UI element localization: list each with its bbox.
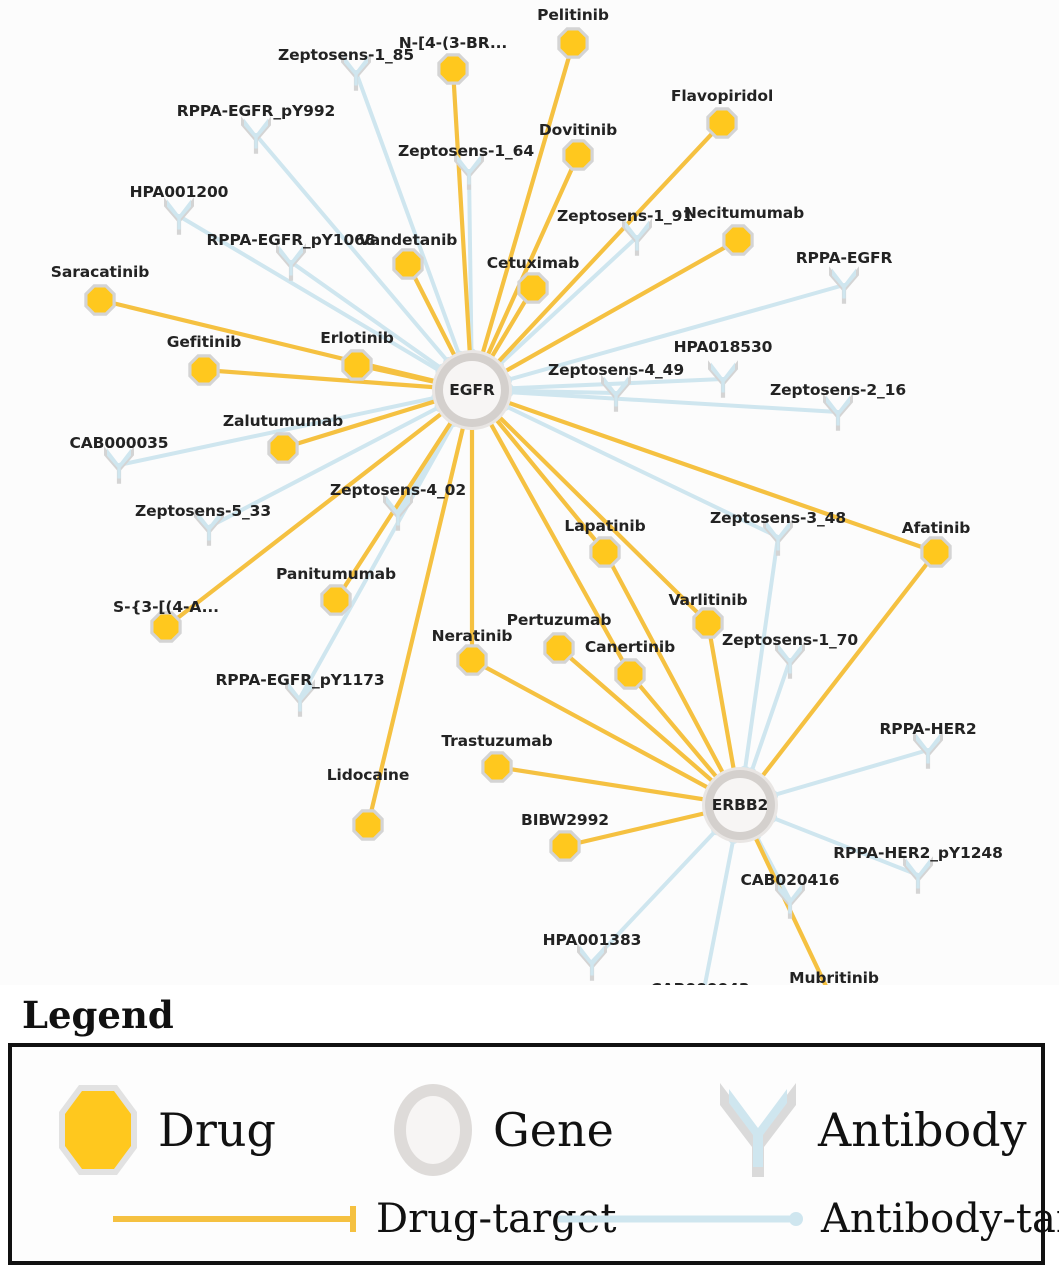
drug-node[interactable]: [344, 352, 370, 378]
drug-nodes: [84, 27, 952, 862]
legend-box: Drug Gene Antibody Drug-target: [8, 1043, 1059, 1265]
drug-node[interactable]: [923, 539, 949, 565]
antibody-node[interactable]: [906, 858, 930, 889]
antibody-nodes: [104, 53, 943, 981]
legend-label-gene: Gene: [493, 1103, 614, 1157]
drug-node[interactable]: [191, 357, 217, 383]
legend-node-antibody: Antibody: [712, 1075, 1027, 1185]
legend-label-drug: Drug: [158, 1103, 276, 1157]
drug-target-edge: [494, 764, 743, 808]
antibody-target-edge: [470, 283, 846, 392]
antibody-node[interactable]: [625, 220, 649, 251]
legend-edge-drug-target: Drug-target: [107, 1199, 616, 1239]
gene-node-center: [443, 361, 501, 419]
legend-label-antibody-target: Antibody-target: [821, 1196, 1059, 1242]
network-canvas[interactable]: Zeptosens-1_85 RPPA-EGFR_pY992 Zeptosens-1…: [0, 0, 1059, 985]
drug-node[interactable]: [459, 647, 485, 673]
drug-target-edge: [469, 657, 743, 808]
antibody-node[interactable]: [778, 883, 802, 914]
drug-node[interactable]: [270, 435, 296, 461]
drug-node[interactable]: [617, 661, 643, 687]
drug-node[interactable]: [725, 227, 751, 253]
antibody-node[interactable]: [826, 395, 850, 426]
legend-edge-antibody-target: Antibody-target: [552, 1199, 1059, 1239]
antibody-target-edge: [354, 70, 474, 392]
drug-target-edge: [469, 387, 711, 626]
drug-node[interactable]: [355, 812, 381, 838]
legend: Legend Drug Gene Antibody: [0, 985, 1059, 1280]
drug-target-edge: [163, 387, 475, 630]
drug-target-edge: [737, 549, 939, 808]
drug-target-edge: [469, 40, 576, 393]
drug-target-edge-icon: [113, 1206, 356, 1232]
gene-nodes: [432, 350, 778, 843]
drug-node[interactable]: [565, 142, 591, 168]
gene-node-center: [713, 778, 767, 832]
drug-target-edge: [469, 120, 725, 393]
antibody-node[interactable]: [288, 681, 312, 712]
drug-node[interactable]: [560, 30, 586, 56]
drug-target-edge: [556, 645, 743, 808]
antibody-target-edge: [177, 214, 474, 392]
drug-target-edge: [469, 387, 939, 555]
drug-node[interactable]: [592, 539, 618, 565]
antibody-node[interactable]: [344, 55, 368, 86]
network-svg: [84, 27, 952, 985]
antibody-target-edge: [254, 133, 474, 392]
chevron-icon: [720, 1083, 796, 1177]
drug-node[interactable]: [552, 833, 578, 859]
legend-node-drug: Drug: [52, 1075, 276, 1185]
drug-target-edge: [365, 387, 475, 828]
antibody-node[interactable]: [832, 268, 856, 299]
antibody-target-edge: [207, 388, 474, 529]
antibody-target-edge: [470, 388, 780, 539]
antibody-node[interactable]: [580, 945, 604, 976]
antibody-node[interactable]: [197, 510, 221, 541]
antibody-node[interactable]: [386, 495, 410, 526]
antibody-target-edge: [738, 535, 780, 807]
drug-node[interactable]: [520, 275, 546, 301]
antibody-node[interactable]: [711, 362, 735, 393]
drug-node[interactable]: [440, 56, 466, 82]
antibody-node[interactable]: [604, 376, 628, 407]
legend-node-gene: Gene: [387, 1075, 614, 1185]
drug-edges: [97, 40, 939, 985]
drug-node[interactable]: [87, 287, 113, 313]
drug-node[interactable]: [709, 110, 735, 136]
antibody-node[interactable]: [107, 448, 131, 479]
drug-target-edge: [602, 549, 743, 808]
antibody-node[interactable]: [766, 520, 790, 551]
antibody-target-edge: [470, 377, 725, 392]
antibody-node[interactable]: [167, 199, 191, 230]
antibody-node[interactable]: [778, 643, 802, 674]
antibody-target-edge-icon: [558, 1212, 803, 1226]
antibody-node[interactable]: [279, 245, 303, 276]
antibody-node[interactable]: [916, 733, 940, 764]
drug-node[interactable]: [695, 610, 721, 636]
drug-target-edge: [469, 237, 741, 393]
legend-title: Legend: [22, 993, 174, 1037]
ring-icon: [394, 1084, 472, 1176]
drug-node[interactable]: [484, 754, 510, 780]
drug-target-edge: [201, 367, 475, 393]
legend-label-antibody: Antibody: [818, 1103, 1027, 1157]
antibody-target-edge: [298, 388, 474, 700]
drug-node[interactable]: [153, 614, 179, 640]
antibody-target-edge: [117, 388, 474, 467]
drug-target-edge: [469, 152, 581, 393]
drug-target-edge: [469, 387, 633, 677]
antibody-target-edge: [470, 388, 840, 414]
drug-node[interactable]: [546, 635, 572, 661]
octagon-icon: [59, 1085, 137, 1175]
antibody-node[interactable]: [457, 154, 481, 185]
drug-target-edge: [333, 387, 475, 603]
drug-node[interactable]: [395, 251, 421, 277]
antibody-node[interactable]: [244, 118, 268, 149]
drug-target-edge: [450, 66, 475, 393]
drug-node[interactable]: [323, 587, 349, 613]
